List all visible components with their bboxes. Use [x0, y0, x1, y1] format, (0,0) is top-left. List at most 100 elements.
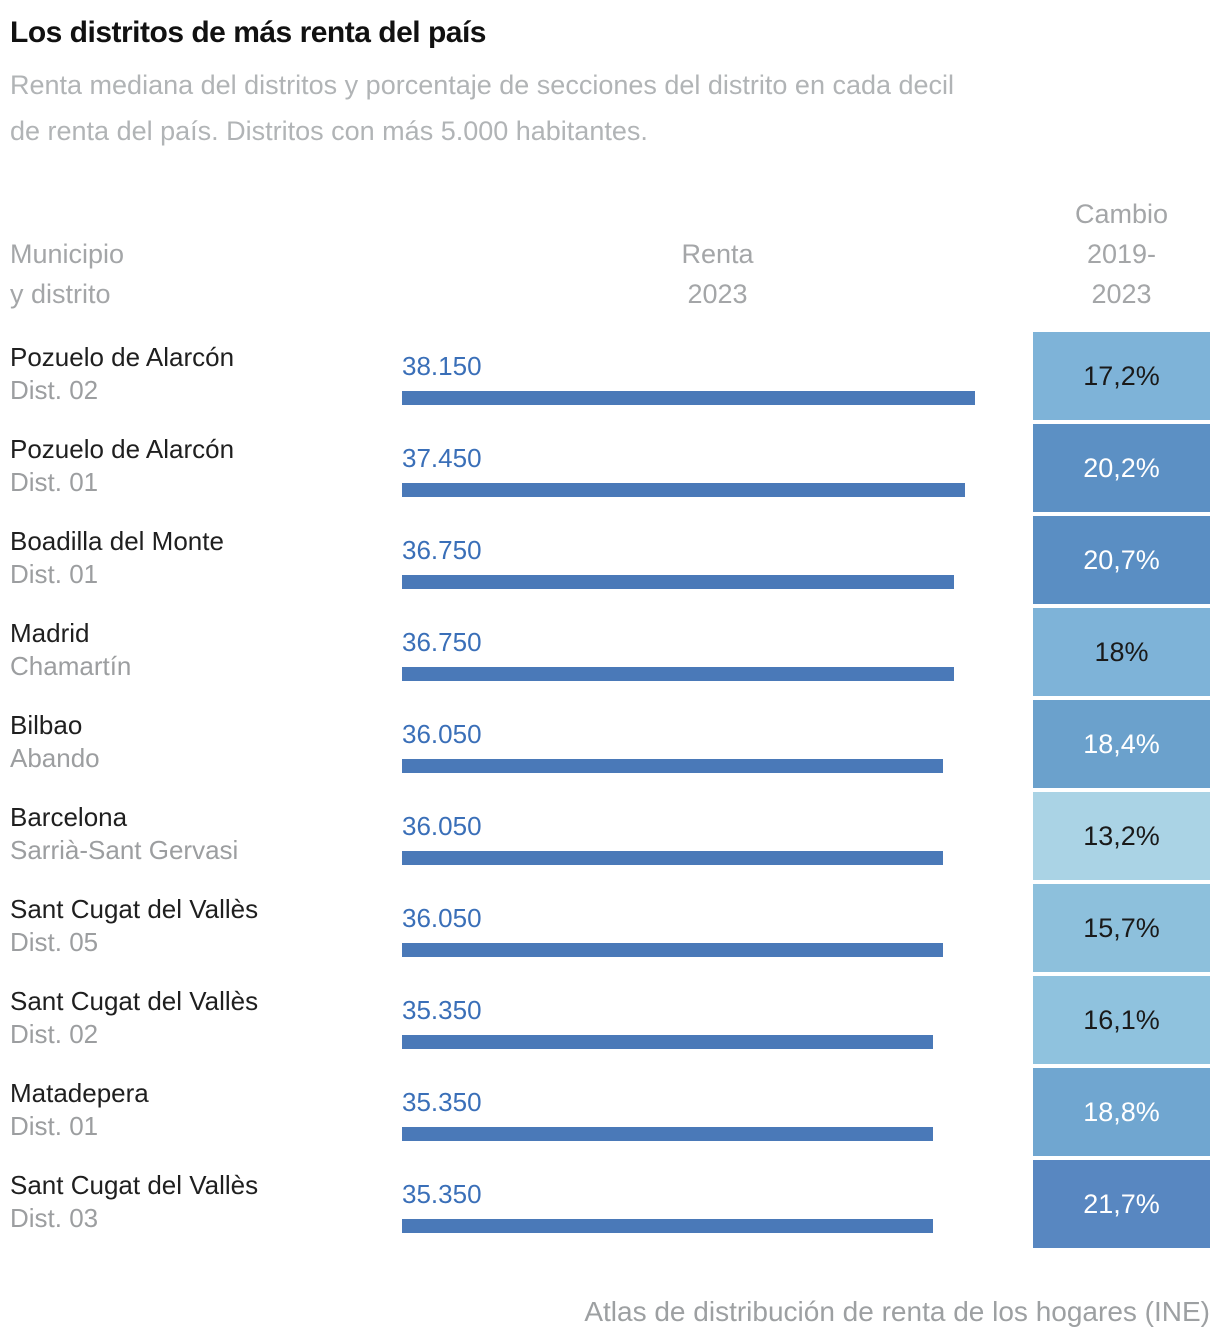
change-percent-cell: 16,1% [1033, 976, 1210, 1064]
district-label: Dist. 02 [10, 1019, 99, 1049]
income-value-label: 36.050 [402, 903, 482, 933]
income-bar-zone: 36.050 [402, 790, 1033, 882]
column-header-municipio-line-2: y distrito [10, 279, 111, 309]
row-label-group: Pozuelo de Alarcón Dist. 02 [10, 330, 402, 422]
column-header-cambio-line-2: 2019- [1086, 239, 1157, 269]
municipality-label: Bilbao [10, 710, 83, 740]
income-bar-track [402, 943, 975, 957]
income-value-label: 38.150 [402, 351, 482, 381]
income-bar [402, 1035, 933, 1049]
income-bar-track [402, 667, 975, 681]
income-bar-zone: 36.050 [402, 698, 1033, 790]
income-bar-zone: 37.450 [402, 422, 1033, 514]
income-bar [402, 759, 944, 773]
column-header-municipio-line-1: Municipio [10, 239, 125, 269]
district-label: Dist. 03 [10, 1203, 99, 1233]
change-cell-wrap: 20,7% [1033, 514, 1210, 606]
municipality-label: Sant Cugat del Vallès [10, 986, 259, 1016]
rows-container: Pozuelo de Alarcón Dist. 02 38.150 17,2%… [10, 330, 1210, 1250]
district-label: Abando [10, 743, 100, 773]
change-percent-cell: 13,2% [1033, 792, 1210, 880]
district-label: Dist. 01 [10, 1111, 99, 1141]
source-note: Atlas de distribución de renta de los ho… [584, 1296, 1210, 1327]
income-value-label: 36.750 [402, 535, 482, 565]
income-bar [402, 391, 975, 405]
district-label: Sarrià-Sant Gervasi [10, 835, 239, 865]
change-cell-wrap: 13,2% [1033, 790, 1210, 882]
table-row: Sant Cugat del Vallès Dist. 02 35.350 16… [10, 974, 1210, 1066]
change-percent-cell: 18% [1033, 608, 1210, 696]
table-row: Bilbao Abando 36.050 18,4% [10, 698, 1210, 790]
chart-subtitle-line-1: Renta mediana del distritos y porcentaje… [10, 70, 955, 100]
table-row: Pozuelo de Alarcón Dist. 02 38.150 17,2% [10, 330, 1210, 422]
income-bar-zone: 35.350 [402, 974, 1033, 1066]
municipality-label: Pozuelo de Alarcón [10, 434, 235, 464]
income-value-label: 36.050 [402, 811, 482, 841]
row-label-group: Pozuelo de Alarcón Dist. 01 [10, 422, 402, 514]
row-label-group: Bilbao Abando [10, 698, 402, 790]
municipality-label: Boadilla del Monte [10, 526, 224, 556]
income-value-label: 37.450 [402, 443, 482, 473]
change-cell-wrap: 16,1% [1033, 974, 1210, 1066]
column-headers: Municipio y distrito Renta 2023 Cambio 2… [10, 194, 1210, 314]
change-cell-wrap: 18,8% [1033, 1066, 1210, 1158]
income-value-label: 35.350 [402, 1179, 482, 1209]
column-header-renta-line-1: Renta [681, 239, 754, 269]
income-bar-zone: 35.350 [402, 1066, 1033, 1158]
income-bar [402, 851, 944, 865]
municipality-label: Sant Cugat del Vallès [10, 894, 259, 924]
municipality-label: Pozuelo de Alarcón [10, 342, 235, 372]
income-value-label: 35.350 [402, 995, 482, 1025]
income-bar-track [402, 391, 975, 405]
column-header-renta: Renta 2023 [402, 234, 1033, 314]
change-cell-wrap: 20,2% [1033, 422, 1210, 514]
table-row: Matadepera Dist. 01 35.350 18,8% [10, 1066, 1210, 1158]
income-value-label: 35.350 [402, 1087, 482, 1117]
income-bar-zone: 38.150 [402, 330, 1033, 422]
income-bar [402, 1127, 933, 1141]
column-header-cambio: Cambio 2019- 2023 [1033, 194, 1210, 314]
change-cell-wrap: 17,2% [1033, 330, 1210, 422]
table-row: Barcelona Sarrià-Sant Gervasi 36.050 13,… [10, 790, 1210, 882]
table-row: Sant Cugat del Vallès Dist. 03 35.350 21… [10, 1158, 1210, 1250]
column-header-cambio-line-1: Cambio [1074, 199, 1169, 229]
row-label-group: Sant Cugat del Vallès Dist. 02 [10, 974, 402, 1066]
income-bar [402, 1219, 933, 1233]
income-value-label: 36.050 [402, 719, 482, 749]
municipality-label: Barcelona [10, 802, 128, 832]
row-label-group: Madrid Chamartín [10, 606, 402, 698]
district-label: Dist. 01 [10, 559, 99, 589]
change-cell-wrap: 18% [1033, 606, 1210, 698]
change-cell-wrap: 21,7% [1033, 1158, 1210, 1250]
income-bar [402, 667, 954, 681]
district-label: Dist. 01 [10, 467, 99, 497]
income-bar-track [402, 483, 975, 497]
income-bar-zone: 36.750 [402, 606, 1033, 698]
row-label-group: Sant Cugat del Vallès Dist. 05 [10, 882, 402, 974]
column-header-renta-line-2: 2023 [687, 279, 748, 309]
income-bar [402, 483, 965, 497]
income-bar-track [402, 575, 975, 589]
table-row: Boadilla del Monte Dist. 01 36.750 20,7% [10, 514, 1210, 606]
row-label-group: Matadepera Dist. 01 [10, 1066, 402, 1158]
table-row: Pozuelo de Alarcón Dist. 01 37.450 20,2% [10, 422, 1210, 514]
column-header-municipio: Municipio y distrito [10, 234, 402, 314]
change-cell-wrap: 15,7% [1033, 882, 1210, 974]
row-label-group: Sant Cugat del Vallès Dist. 03 [10, 1158, 402, 1250]
district-label: Chamartín [10, 651, 132, 681]
column-header-cambio-line-3: 2023 [1091, 279, 1152, 309]
change-percent-cell: 21,7% [1033, 1160, 1210, 1248]
income-bar [402, 943, 944, 957]
table-row: Madrid Chamartín 36.750 18% [10, 606, 1210, 698]
table-row: Sant Cugat del Vallès Dist. 05 36.050 15… [10, 882, 1210, 974]
municipality-label: Sant Cugat del Vallès [10, 1170, 259, 1200]
income-bar-zone: 36.050 [402, 882, 1033, 974]
income-bar-track [402, 1219, 975, 1233]
income-bar-zone: 36.750 [402, 514, 1033, 606]
change-cell-wrap: 18,4% [1033, 698, 1210, 790]
income-bar-track [402, 759, 975, 773]
chart-subtitle-line-2: de renta del país. Distritos con más 5.0… [10, 116, 648, 146]
row-label-group: Boadilla del Monte Dist. 01 [10, 514, 402, 606]
change-percent-cell: 18,4% [1033, 700, 1210, 788]
district-label: Dist. 02 [10, 375, 99, 405]
